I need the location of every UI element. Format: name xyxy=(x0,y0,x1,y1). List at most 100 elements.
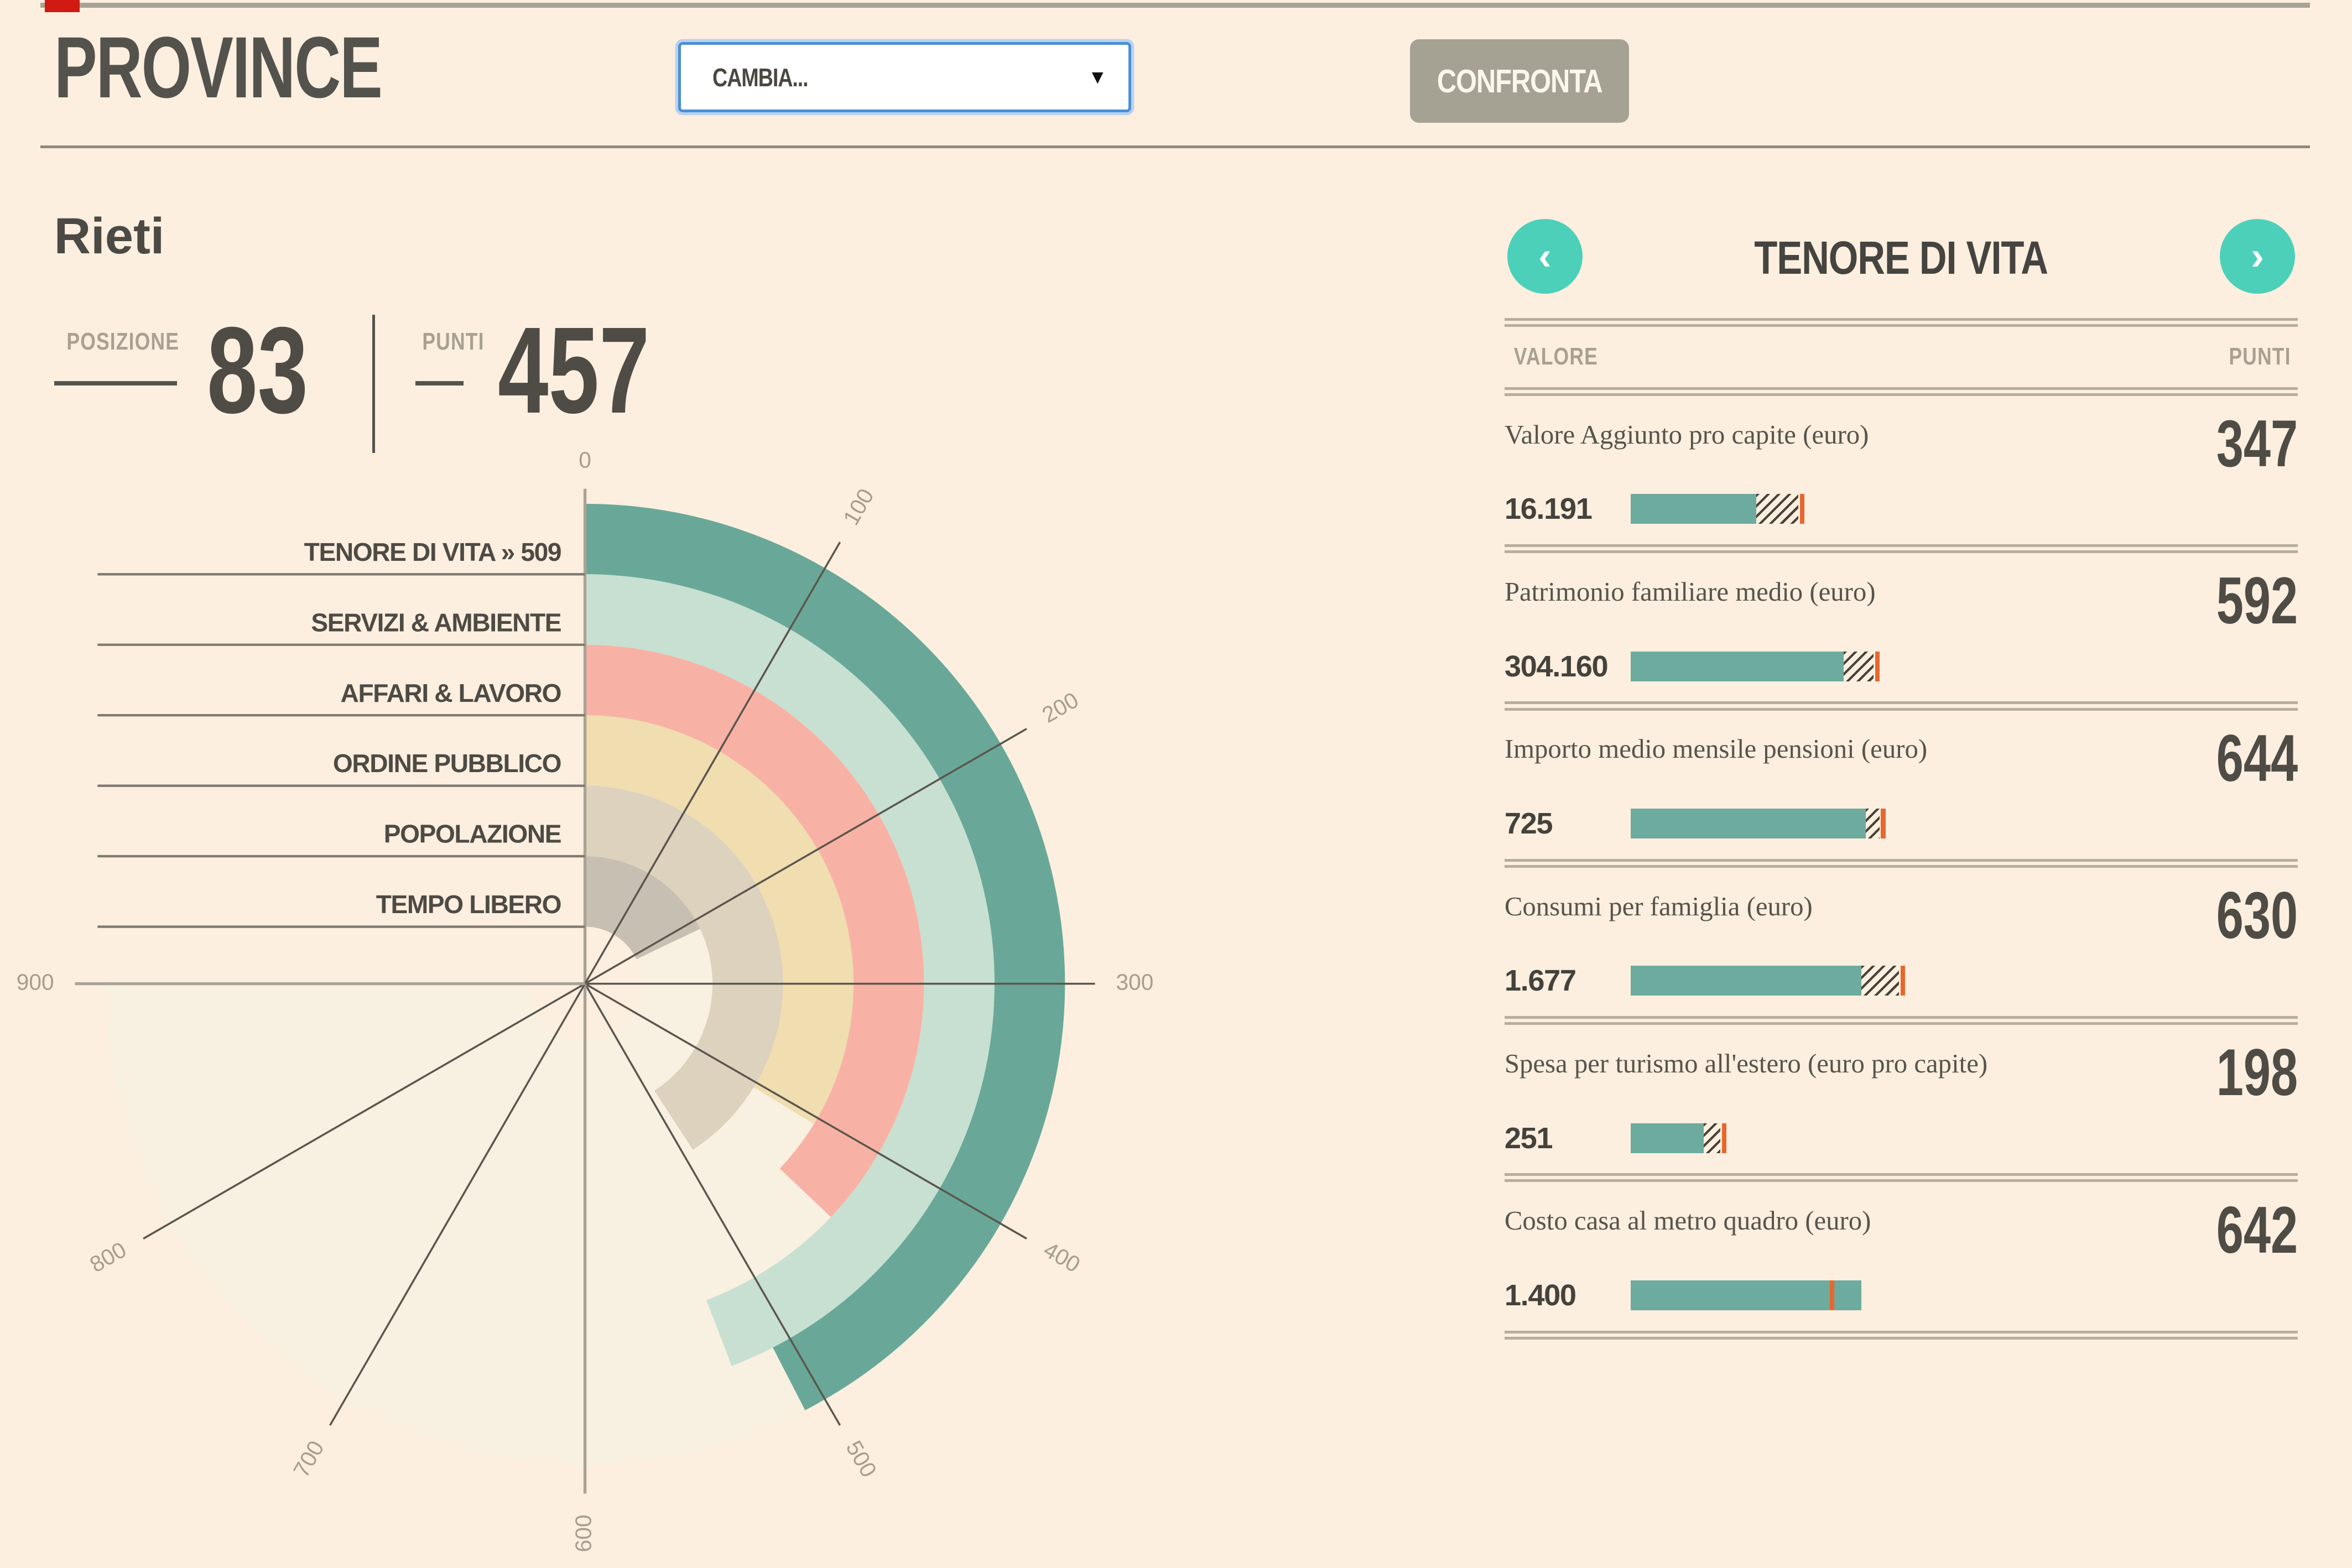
tick-label: 900 xyxy=(17,970,54,995)
category-label: POPOLAZIONE xyxy=(384,820,561,848)
category-label: ORDINE PUBBLICO xyxy=(333,749,561,778)
bar-fill xyxy=(1630,966,1862,996)
category-arc xyxy=(585,645,924,1217)
indicator-points: 198 xyxy=(2216,1036,2298,1110)
indicator-points: 592 xyxy=(2216,564,2298,638)
confronta-button[interactable]: CONFRONTA xyxy=(1409,39,1629,123)
indicator-row: Importo medio mensile pensioni (euro) 644… xyxy=(1505,711,2298,859)
indicator-label: Importo medio mensile pensioni (euro) xyxy=(1504,734,1928,764)
separator xyxy=(1504,387,2298,396)
bar-fill xyxy=(1630,1280,1862,1311)
indicator-bar xyxy=(1630,651,2298,681)
indicator-bar xyxy=(1630,494,2298,524)
header-divider xyxy=(40,145,2310,149)
indicator-value: 16.191 xyxy=(1504,492,1593,526)
separator xyxy=(1504,1173,2298,1182)
category-arc xyxy=(585,504,1065,1410)
chart-spoke xyxy=(143,983,586,1240)
bar-marker xyxy=(1830,1280,1835,1311)
category-label: AFFARI & LAVORO xyxy=(341,679,561,707)
category-arc xyxy=(585,715,854,1124)
bar-marker xyxy=(1900,966,1905,996)
separator xyxy=(1504,701,2298,711)
indicator-value: 1.400 xyxy=(1504,1279,1576,1312)
indicator-label: Valore Aggiunto pro capite (euro) xyxy=(1504,419,1869,450)
indicator-label: Costo casa al metro quadro (euro) xyxy=(1504,1206,1871,1236)
indicator-bar xyxy=(1630,808,2298,839)
prev-category-button[interactable]: ‹ xyxy=(1507,218,1583,294)
tick-label: 700 xyxy=(288,1436,329,1482)
chart-spoke xyxy=(584,728,1027,985)
indicator-row: Spesa per turismo all'estero (euro pro c… xyxy=(1505,1025,2298,1173)
select-caret-icon: ▼ xyxy=(1087,66,1107,88)
points-column-header: PUNTI xyxy=(2229,343,2291,370)
stat-divider xyxy=(372,315,375,453)
province-select-value: CAMBIA... xyxy=(712,62,809,92)
points-label: PUNTI xyxy=(422,328,485,355)
category-label: SERVIZI & AMBIENTE xyxy=(311,608,561,637)
indicator-bar xyxy=(1630,1280,2298,1311)
bar-hatch xyxy=(1704,1123,1721,1153)
position-underline xyxy=(54,381,177,386)
tick-label: 500 xyxy=(841,1436,882,1482)
indicator-label: Patrimonio familiare medio (euro) xyxy=(1504,577,1876,607)
panel-title: TENORE DI VITA xyxy=(1754,231,2049,284)
indicator-points: 642 xyxy=(2216,1193,2298,1267)
points-underline xyxy=(415,381,464,386)
province-select[interactable]: CAMBIA... ▼ xyxy=(678,41,1131,113)
position-label: POSIZIONE xyxy=(66,328,179,355)
bar-fill xyxy=(1630,1123,1704,1153)
category-label: TENORE DI VITA » 509 xyxy=(304,538,561,566)
bar-fill xyxy=(1630,651,1844,681)
bar-marker xyxy=(1722,1123,1727,1153)
bar-hatch xyxy=(1756,494,1799,524)
indicator-rows: Valore Aggiunto pro capite (euro) 347 16.1… xyxy=(1504,396,2298,1340)
separator xyxy=(1504,544,2298,554)
indicator-points: 644 xyxy=(2216,721,2298,795)
value-column-header: VALORE xyxy=(1513,343,1598,370)
app-logo: PROVINCE xyxy=(54,18,497,118)
top-border xyxy=(40,3,2310,8)
bar-hatch xyxy=(1843,651,1874,681)
bar-marker xyxy=(1881,808,1886,839)
indicator-value: 251 xyxy=(1504,1121,1553,1155)
chart-spoke xyxy=(584,983,1027,1240)
panel-header: ‹ TENORE DI VITA › xyxy=(1505,207,2298,318)
separator xyxy=(1504,858,2298,868)
separator xyxy=(1504,317,2298,327)
tick-label: 200 xyxy=(1038,687,1083,728)
category-arc xyxy=(585,574,995,1366)
separator xyxy=(1504,1015,2298,1025)
tick-label: 100 xyxy=(838,485,879,530)
chart-spoke xyxy=(584,541,841,984)
category-label: TEMPO LIBERO xyxy=(376,890,561,919)
chevron-left-icon: ‹ xyxy=(1538,234,1552,278)
chart-spoke xyxy=(584,983,841,1426)
bar-marker xyxy=(1875,651,1880,681)
indicator-bar xyxy=(1630,1123,2298,1153)
indicator-value: 304.160 xyxy=(1504,649,1609,683)
indicator-row: Consumi per famiglia (euro) 630 1.677 xyxy=(1505,868,2298,1016)
indicator-row: Costo casa al metro quadro (euro) 642 1.40… xyxy=(1505,1182,2298,1330)
separator xyxy=(1504,1330,2298,1340)
indicator-row: Valore Aggiunto pro capite (euro) 347 16.1… xyxy=(1505,396,2298,544)
indicator-value: 725 xyxy=(1504,807,1553,841)
indicator-value: 1.677 xyxy=(1504,964,1576,998)
bar-hatch xyxy=(1861,966,1899,996)
indicator-points: 630 xyxy=(2216,878,2298,952)
chevron-right-icon: › xyxy=(2251,234,2264,278)
indicator-label: Consumi per famiglia (euro) xyxy=(1504,891,1813,921)
points-value: 457 xyxy=(498,301,650,439)
indicator-row: Patrimonio familiare medio (euro) 592 304.… xyxy=(1505,553,2298,701)
bar-marker xyxy=(1800,494,1805,524)
indicator-label: Spesa per turismo all'estero (euro pro c… xyxy=(1504,1049,1988,1079)
bar-fill xyxy=(1630,808,1866,839)
next-category-button[interactable]: › xyxy=(2220,218,2295,294)
indicator-panel: ‹ TENORE DI VITA › VALORE PUNTI Valore A… xyxy=(1504,207,2298,1340)
corner-red-mark xyxy=(45,0,80,12)
tick-label: 600 xyxy=(570,1515,596,1553)
province-name: Rieti xyxy=(54,207,165,265)
tick-label: 800 xyxy=(85,1237,131,1278)
chart-spoke xyxy=(329,983,586,1426)
